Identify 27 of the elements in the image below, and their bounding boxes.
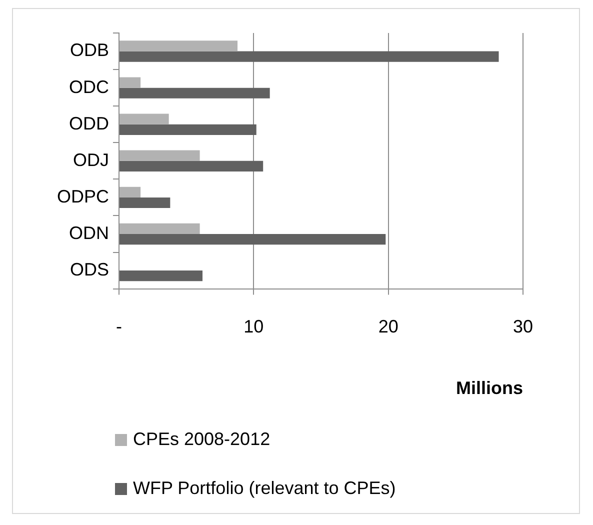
bar [120, 114, 169, 124]
bar [120, 150, 200, 161]
bar [120, 40, 238, 52]
x-tick-label: - [116, 316, 122, 337]
legend-label: CPEs 2008-2012 [133, 429, 270, 450]
bar [120, 77, 141, 88]
legend-label: WFP Portfolio (relevant to CPEs) [133, 478, 396, 499]
y-tick-label: ODC [69, 76, 110, 97]
bar [120, 186, 141, 198]
x-tick-label: 10 [244, 316, 264, 337]
bar [120, 223, 200, 234]
bar [120, 234, 386, 245]
y-tick-label: ODS [70, 259, 110, 280]
bar [120, 270, 202, 282]
bar [120, 51, 499, 62]
bar [120, 197, 170, 208]
y-tick-label: ODN [69, 222, 110, 243]
y-tick-label: ODD [69, 113, 110, 134]
bar [120, 160, 264, 172]
bar [120, 124, 256, 135]
y-tick-label: ODJ [73, 150, 110, 170]
x-tick-label: 20 [378, 316, 398, 337]
x-axis-title: Millions [456, 378, 523, 398]
bar [120, 88, 270, 98]
x-tick-label: 30 [512, 316, 534, 337]
y-tick-label: ODB [70, 40, 110, 60]
y-tick-label: ODPC [56, 186, 110, 206]
